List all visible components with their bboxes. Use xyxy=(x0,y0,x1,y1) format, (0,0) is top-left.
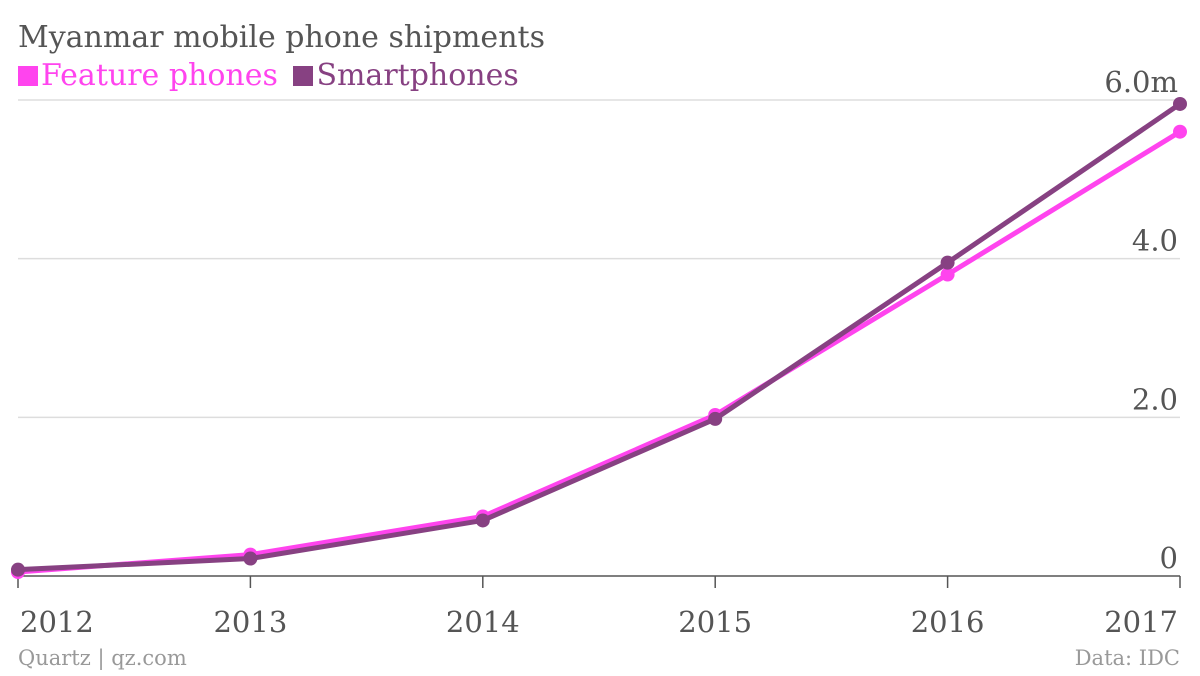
x-tick-label: 2013 xyxy=(213,605,287,639)
data-point-smartphones xyxy=(708,411,723,426)
series-line-smartphones xyxy=(15,101,1183,573)
y-tick-label: 6.0m xyxy=(1104,65,1178,99)
series-line-feature-phones xyxy=(15,129,1183,575)
x-tick-label: 2015 xyxy=(678,605,752,639)
x-tick-label: 2012 xyxy=(20,605,94,639)
y-tick-label: 4.0 xyxy=(1132,224,1178,258)
chart-legend: Feature phones Smartphones xyxy=(18,58,525,94)
label-layer: 0 2.0 4.0 6.0m 2012 2013 2014 2015 2016 2017 xyxy=(20,65,1178,639)
x-tick-label: 2016 xyxy=(911,605,985,639)
chart-title: Myanmar mobile phone shipments xyxy=(18,20,545,55)
data-point-feature-phones xyxy=(1173,124,1187,139)
data-point-smartphones xyxy=(1173,96,1187,111)
series-layer xyxy=(11,96,1187,580)
y-tick-label: 0 xyxy=(1160,541,1178,575)
x-tick-label: 2014 xyxy=(446,605,520,639)
data-point-smartphones xyxy=(475,513,490,528)
source-credit: Quartz | qz.com xyxy=(18,646,187,670)
data-point-feature-phones xyxy=(940,267,955,282)
data-point-smartphones xyxy=(243,551,258,566)
data-point-smartphones xyxy=(11,562,25,577)
data-credit: Data: IDC xyxy=(1074,646,1180,670)
legend-label-smartphones: Smartphones xyxy=(316,58,519,93)
legend-swatch-smartphones xyxy=(293,66,314,86)
legend-label-feature-phones: Feature phones xyxy=(41,58,278,93)
grid-layer xyxy=(17,99,1181,588)
legend-item-smartphones: Smartphones xyxy=(293,58,519,94)
y-tick-label: 2.0 xyxy=(1132,382,1178,416)
x-tick-label: 2017 xyxy=(1104,605,1178,639)
legend-swatch-feature-phones xyxy=(18,66,38,86)
data-point-smartphones xyxy=(940,255,955,270)
legend-item-feature-phones: Feature phones xyxy=(18,58,278,94)
